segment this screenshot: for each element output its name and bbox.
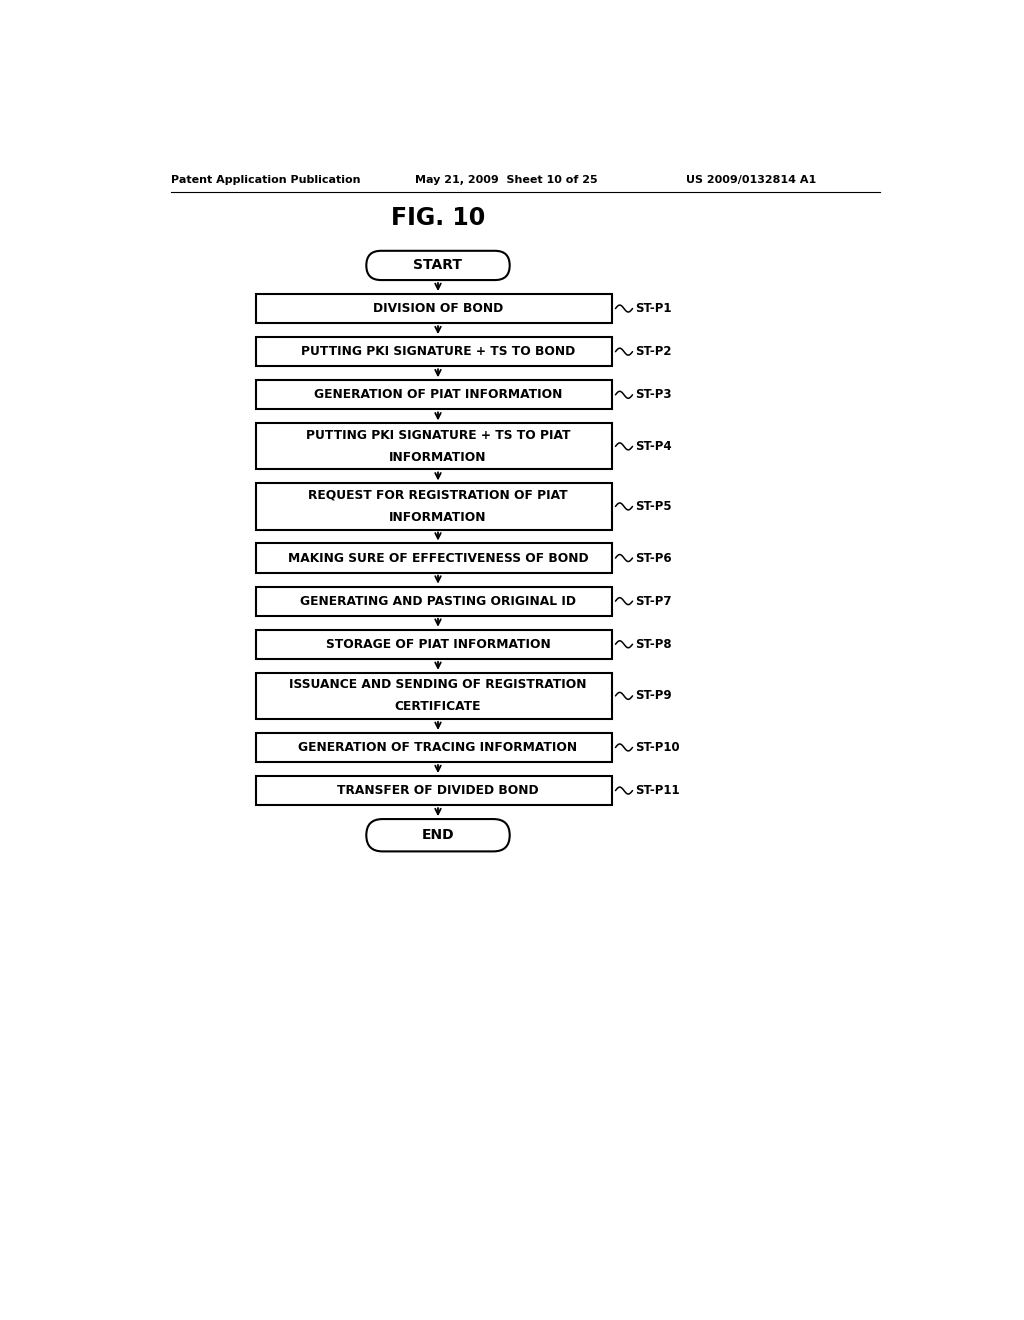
Bar [256,294,612,323]
Bar [256,630,612,659]
Text: REQUEST FOR REGISTRATION OF PIAT: REQUEST FOR REGISTRATION OF PIAT [308,488,568,502]
Text: TRANSFER OF DIVIDED BOND: TRANSFER OF DIVIDED BOND [337,784,539,797]
Text: INFORMATION: INFORMATION [389,511,486,524]
Text: START: START [414,259,463,272]
Text: INFORMATION: INFORMATION [389,451,486,463]
FancyBboxPatch shape [367,251,510,280]
Text: DIVISION OF BOND: DIVISION OF BOND [373,302,503,315]
Text: ST-P11: ST-P11 [636,784,680,797]
Text: ST-P4: ST-P4 [636,440,672,453]
Bar [256,776,612,805]
Text: ST-P3: ST-P3 [636,388,672,401]
Text: GENERATION OF PIAT INFORMATION: GENERATION OF PIAT INFORMATION [313,388,562,401]
Text: ST-P6: ST-P6 [636,552,672,565]
Text: ST-P2: ST-P2 [636,345,672,358]
Text: Patent Application Publication: Patent Application Publication [171,176,360,185]
Bar [256,380,612,409]
Text: US 2009/0132814 A1: US 2009/0132814 A1 [686,176,816,185]
Text: FIG. 10: FIG. 10 [391,206,485,230]
Text: PUTTING PKI SIGNATURE + TS TO PIAT: PUTTING PKI SIGNATURE + TS TO PIAT [306,429,570,442]
Text: STORAGE OF PIAT INFORMATION: STORAGE OF PIAT INFORMATION [326,638,550,651]
Bar [256,586,612,615]
Bar [256,483,612,529]
Text: END: END [422,828,455,842]
Text: GENERATING AND PASTING ORIGINAL ID: GENERATING AND PASTING ORIGINAL ID [300,594,575,607]
Text: CERTIFICATE: CERTIFICATE [394,701,481,713]
FancyBboxPatch shape [367,818,510,851]
Bar [256,733,612,762]
Bar [256,673,612,719]
Text: ST-P8: ST-P8 [636,638,672,651]
Bar [256,337,612,366]
Text: ST-P1: ST-P1 [636,302,672,315]
Text: ST-P5: ST-P5 [636,500,672,513]
Text: PUTTING PKI SIGNATURE + TS TO BOND: PUTTING PKI SIGNATURE + TS TO BOND [301,345,575,358]
Text: ST-P9: ST-P9 [636,689,672,702]
Text: GENERATION OF TRACING INFORMATION: GENERATION OF TRACING INFORMATION [298,741,578,754]
Bar [256,544,612,573]
Text: ISSUANCE AND SENDING OF REGISTRATION: ISSUANCE AND SENDING OF REGISTRATION [289,678,587,692]
Text: ST-P7: ST-P7 [636,594,672,607]
Bar [256,424,612,470]
Text: MAKING SURE OF EFFECTIVENESS OF BOND: MAKING SURE OF EFFECTIVENESS OF BOND [288,552,589,565]
Text: ST-P10: ST-P10 [636,741,680,754]
Text: May 21, 2009  Sheet 10 of 25: May 21, 2009 Sheet 10 of 25 [415,176,597,185]
